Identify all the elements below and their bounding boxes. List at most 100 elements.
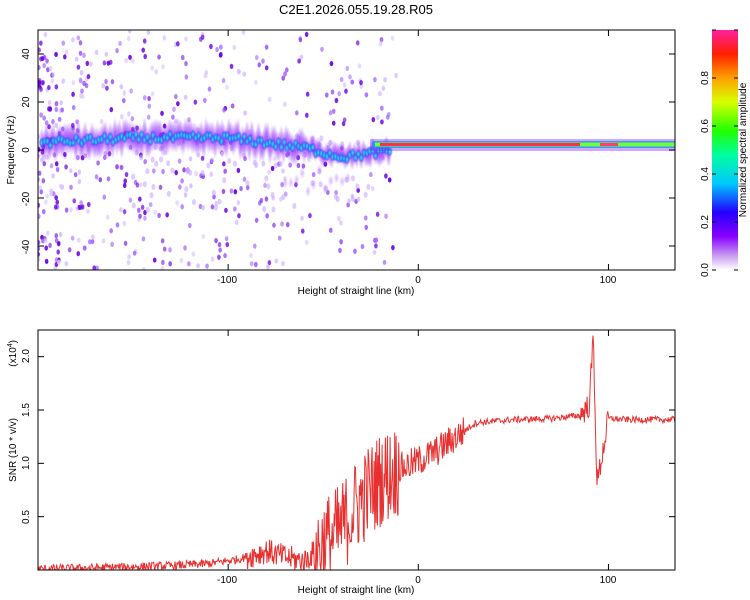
noise-speck	[304, 31, 309, 38]
noise-speck	[76, 64, 81, 70]
noise-speck	[71, 80, 76, 86]
noise-speck	[305, 112, 309, 118]
noise-speck	[162, 35, 167, 41]
noise-speck	[270, 191, 275, 198]
snr-frame	[37, 329, 676, 571]
noise-speck	[86, 73, 91, 80]
noise-speck	[229, 188, 234, 194]
noise-speck	[254, 217, 259, 223]
noise-speck	[168, 261, 172, 267]
noise-speck	[184, 36, 188, 42]
noise-speck	[158, 184, 163, 190]
noise-speck	[339, 239, 343, 245]
noise-speck	[122, 209, 127, 215]
noise-speck	[338, 247, 342, 253]
noise-speck	[132, 250, 137, 256]
noise-speck	[53, 204, 58, 210]
noise-speck	[56, 249, 61, 255]
noise-speck	[71, 91, 75, 97]
noise-speck	[154, 160, 159, 167]
noise-speck	[241, 30, 246, 35]
noise-speck	[237, 213, 241, 219]
noise-speck	[41, 209, 46, 215]
noise-speck	[150, 65, 154, 71]
noise-speck	[297, 58, 301, 64]
noise-speck	[38, 239, 41, 246]
noise-speck	[122, 182, 127, 189]
noise-speck	[184, 186, 189, 193]
noise-speck	[342, 117, 347, 123]
noise-speck	[149, 192, 154, 199]
noise-speck	[78, 50, 83, 56]
noise-speck	[54, 51, 58, 58]
noise-speck	[142, 95, 147, 101]
noise-speck	[88, 239, 92, 245]
noise-speck	[245, 184, 250, 191]
noise-speck	[110, 79, 115, 85]
noise-speck	[79, 78, 83, 84]
noise-speck	[131, 202, 136, 209]
noise-speck	[391, 245, 395, 251]
noise-speck	[105, 85, 109, 91]
noise-speck	[230, 103, 235, 109]
noise-speck	[193, 99, 198, 105]
noise-speck	[334, 189, 338, 196]
noise-speck	[366, 183, 371, 190]
spectrogram-panel: -100 0 100 -40 -20 0 20 40 Height of str…	[6, 29, 676, 297]
noise-speck	[55, 199, 60, 205]
y-tick-label: 1.5	[21, 403, 32, 417]
noise-speck	[78, 40, 83, 46]
noise-speck	[394, 72, 398, 79]
noise-speck	[254, 79, 258, 85]
noise-speck	[219, 44, 223, 50]
chart-title: C2E1.2026.055.19.28.R05	[279, 2, 433, 17]
noise-speck	[85, 60, 90, 66]
noise-speck	[183, 245, 187, 251]
noise-speck	[38, 246, 41, 252]
noise-speck	[56, 259, 61, 265]
noise-speck	[129, 88, 133, 94]
noise-speck	[118, 40, 122, 47]
band-tail	[293, 173, 300, 186]
band-tail	[299, 167, 306, 180]
noise-speck	[45, 230, 50, 236]
noise-speck	[119, 207, 123, 213]
noise-speck	[142, 267, 146, 270]
noise-speck	[49, 163, 54, 169]
noise-speck	[108, 59, 113, 65]
noise-speck	[39, 86, 43, 92]
noise-speck	[267, 96, 272, 103]
noise-speck	[311, 171, 316, 178]
noise-speck	[224, 236, 229, 242]
noise-speck	[183, 94, 188, 100]
colorbar-tick-label: 0.4	[700, 167, 711, 181]
noise-speck	[266, 264, 270, 270]
noise-speck	[135, 182, 140, 188]
noise-speck	[249, 261, 254, 267]
noise-speck	[189, 183, 193, 189]
noise-speck	[102, 194, 107, 200]
noise-speck	[363, 215, 368, 221]
noise-speck	[285, 67, 289, 73]
noise-speck	[92, 265, 97, 270]
noise-speck	[187, 261, 191, 267]
noise-speck	[350, 79, 355, 85]
noise-speck	[298, 37, 303, 43]
noise-speck	[264, 196, 269, 202]
noise-speck	[82, 52, 86, 58]
noise-speck	[146, 30, 151, 35]
band-tail	[344, 172, 351, 185]
noise-speck	[58, 231, 63, 238]
noise-speck	[86, 208, 90, 214]
noise-speck	[64, 49, 69, 55]
band-tail	[287, 176, 294, 189]
noise-speck	[300, 228, 305, 234]
noise-speck	[138, 196, 142, 202]
noise-speck	[337, 215, 341, 222]
x-axis-label: Height of straight line (km)	[298, 585, 415, 596]
colorbar-tick-label: 0.6	[700, 119, 711, 133]
noise-speck	[330, 89, 335, 95]
noise-speck	[273, 162, 278, 169]
noise-speck	[266, 183, 271, 190]
noise-speck	[261, 58, 265, 64]
